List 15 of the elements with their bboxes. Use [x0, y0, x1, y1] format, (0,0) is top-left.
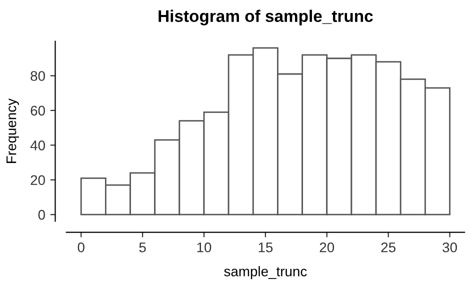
y-tick-label: 20	[30, 175, 45, 186]
x-tick-label: 25	[381, 242, 396, 252]
x-tick-label: 30	[442, 242, 457, 252]
y-tick-label: 60	[30, 106, 45, 116]
x-tick-label: 20	[320, 242, 334, 252]
y-axis-title: Frequency	[6, 98, 19, 163]
x-tick-label: 15	[258, 242, 273, 252]
chart-title: Histogram of sample_trunc	[158, 10, 373, 26]
x-tick-label: 0	[78, 242, 84, 252]
y-tick-label: 80	[30, 71, 45, 81]
x-tick-label: 5	[139, 242, 146, 252]
y-tick-label: 0	[38, 210, 45, 220]
x-axis-title: sample_trunc	[224, 266, 307, 280]
y-tick-label: 40	[30, 140, 45, 150]
x-tick-label: 10	[197, 242, 212, 252]
